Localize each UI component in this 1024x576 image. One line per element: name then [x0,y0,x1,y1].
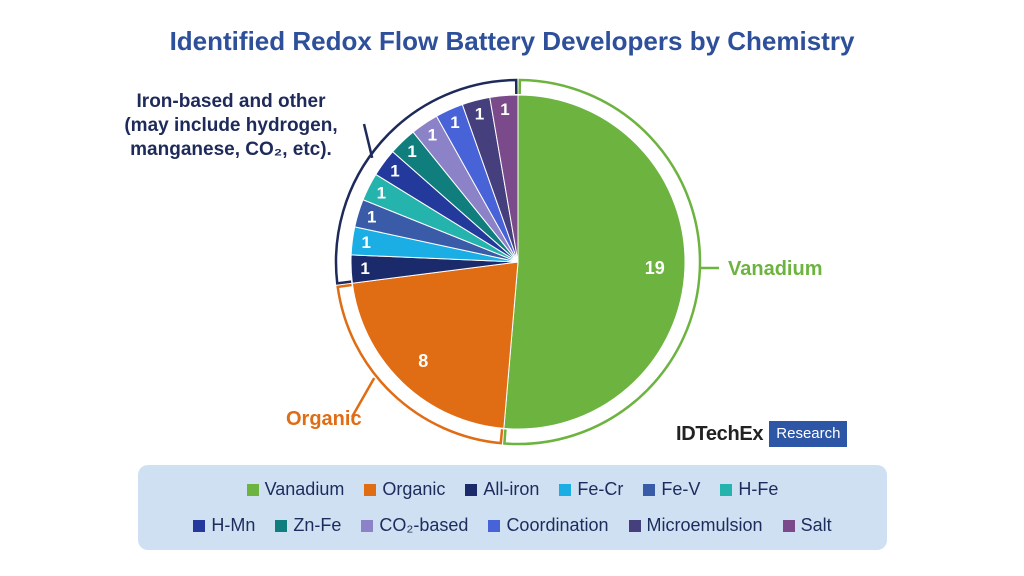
legend-label: Fe-V [661,479,701,499]
idtechex-logo: IDTechEx Research [676,421,848,447]
legend-swatch [246,483,259,496]
legend-label: All-iron [483,479,540,499]
pie-slice-vanadium [503,94,686,430]
legend-item-microemulsion: Microemulsion [628,515,763,536]
organic-group-label: Organic [286,408,362,430]
legend-swatch [643,483,656,496]
data-label-co-based: 1 [428,126,437,145]
data-label-h-mn: 1 [390,162,399,181]
organic-connector [350,377,376,418]
vanadium-group-bracket [503,78,702,446]
data-label-microemulsion: 1 [475,104,484,123]
data-label-fe-cr: 1 [362,233,371,252]
legend-swatch [720,483,733,496]
legend-row-1: Vanadium Organic All-iron Fe-Cr Fe-V H-Fe [138,479,887,500]
iron-group-label-line-1: Iron-based and other [136,91,326,112]
iron-group-label-line-2: (may include hydrogen, [124,115,338,136]
legend-swatch [364,483,377,496]
legend-label: H-Fe [738,479,779,499]
legend-row-2: H-Mn Zn-Fe CO₂-based Coordination Microemuls… [138,515,887,536]
data-label-zn-fe: 1 [407,142,416,161]
legend-label: Vanadium [264,479,345,499]
legend-swatch [782,519,795,532]
legend: Vanadium Organic All-iron Fe-Cr Fe-V H-Fe H-M… [138,465,887,550]
legend-label: Zn-Fe [293,515,342,535]
legend-swatch [488,519,501,532]
legend-swatch [193,519,206,532]
legend-item-co-based: CO₂-based [361,515,468,536]
brand-name: IDTechEx [676,423,764,445]
legend-label: Fe-Cr [577,479,624,499]
legend-item-zn-fe: Zn-Fe [275,515,341,536]
pie-slice-organic [351,261,519,429]
legend-item-salt: Salt [782,515,832,536]
data-label-coordination: 1 [450,113,459,132]
data-label-all-iron: 1 [360,259,369,278]
legend-item-h-fe: H-Fe [720,479,778,500]
iron-connector [362,123,374,159]
legend-label: Salt [800,515,832,535]
legend-swatch [559,483,572,496]
legend-label: CO₂-based [379,515,469,535]
vanadium-group-label: Vanadium [728,258,823,280]
legend-swatch [465,483,478,496]
legend-item-h-mn: H-Mn [193,515,255,536]
iron-group-label-line-3: manganese, CO₂, etc). [130,139,332,160]
data-label-h-fe: 1 [377,184,386,203]
organic-group-bracket [336,283,504,445]
iron-group-bracket [334,78,518,285]
legend-label: H-Mn [211,515,256,535]
chart-title: Identified Redox Flow Battery Developers… [169,26,855,56]
legend-item-organic: Organic [364,479,445,500]
legend-label: Coordination [506,515,609,535]
iron-group-label: Iron-based and other (may include hydrog… [100,90,362,162]
legend-label: Microemulsion [646,515,763,535]
legend-item-fe-v: Fe-V [643,479,700,500]
pie-slice-salt [489,94,519,263]
data-label-organic: 8 [418,351,428,371]
legend-swatch [275,519,288,532]
data-label-fe-v: 1 [367,208,376,227]
legend-item-coordination: Coordination [488,515,609,536]
legend-swatch [628,519,641,532]
legend-item-all-iron: All-iron [465,479,539,500]
brand-tag: Research [769,421,848,447]
legend-swatch [361,519,374,532]
data-label-salt: 1 [500,100,509,119]
legend-item-vanadium: Vanadium [246,479,345,500]
legend-label: Organic [382,479,446,499]
legend-item-fe-cr: Fe-Cr [559,479,623,500]
data-label-vanadium: 19 [645,258,665,278]
